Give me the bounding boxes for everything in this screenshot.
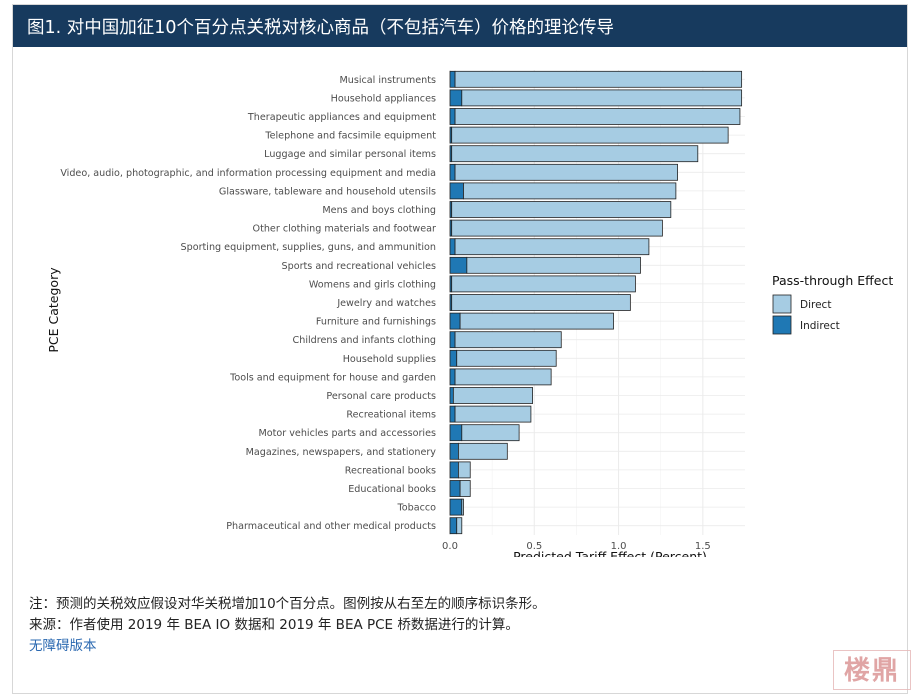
category-label: Recreational items	[346, 410, 436, 421]
bar-direct	[454, 238, 650, 256]
bar-indirect	[449, 331, 456, 349]
category-label: Other clothing materials and footwear	[253, 224, 437, 235]
bar-direct	[461, 424, 520, 442]
category-label: Personal care products	[326, 391, 436, 402]
bar-direct	[454, 108, 741, 125]
bar-indirect	[449, 387, 454, 404]
category-label: Educational books	[348, 484, 436, 495]
category-label: Therapeutic appliances and equipment	[247, 112, 436, 123]
bar-indirect	[449, 70, 456, 88]
x-tick-labels: 0.0 0.5 1.0 1.5	[442, 541, 711, 552]
category-label: Sports and recreational vehicles	[282, 261, 436, 272]
legend: Pass-through Effect Direct Indirect	[772, 273, 893, 335]
watermark-logo: 楼鼎	[833, 650, 911, 690]
category-label: Musical instruments	[339, 75, 436, 86]
legend-swatch-indirect	[772, 315, 792, 335]
bar-indirect	[449, 368, 456, 386]
bar-direct	[454, 70, 743, 88]
bar-direct	[463, 182, 677, 200]
legend-title: Pass-through Effect	[772, 273, 893, 288]
bar-indirect	[449, 256, 468, 274]
x-axis-title: Predicted Tariff Effect (Percent)	[513, 549, 707, 557]
bar-indirect	[449, 349, 458, 367]
bar-direct	[452, 387, 533, 404]
bar-indirect	[449, 461, 459, 479]
figure-notes: 注：预测的关税效应假设对华关税增加10个百分点。图例按从右至左的顺序标识条形。 …	[29, 594, 546, 657]
bar-direct	[454, 331, 562, 349]
legend-label-indirect: Indirect	[800, 320, 840, 332]
category-label: Tools and equipment for house and garden	[229, 372, 436, 383]
bar-direct	[454, 163, 678, 181]
bar-direct	[451, 145, 699, 163]
bar-direct	[451, 126, 729, 144]
x-tick-label: 1.5	[695, 541, 711, 552]
bar-indirect	[449, 89, 463, 107]
chart-svg: Musical instruments Household appliances T…	[46, 70, 893, 557]
category-label: Sporting equipment, supplies, guns, and …	[181, 242, 436, 253]
bar-indirect	[449, 312, 461, 330]
accessible-version-link[interactable]: 无障碍版本	[29, 638, 97, 654]
category-label: Luggage and similar personal items	[264, 149, 436, 160]
figure-title: 图1. 对中国加征10个百分点关税对核心商品（不包括汽车）价格的理论传导	[13, 5, 907, 47]
bar-direct	[456, 517, 463, 535]
bar-direct	[459, 312, 614, 330]
bar-indirect	[449, 442, 459, 460]
bar-direct	[451, 294, 631, 311]
bar-indirect	[449, 182, 464, 200]
x-tick-label: 1.0	[611, 541, 627, 552]
bar-indirect	[449, 405, 456, 423]
category-label: Household appliances	[331, 93, 436, 104]
bar-direct	[459, 480, 471, 497]
legend-swatch-direct	[772, 294, 792, 314]
y-axis-title: PCE Category	[46, 267, 61, 353]
bar-direct	[461, 89, 743, 107]
category-label: Magazines, newspapers, and stationery	[246, 447, 437, 458]
category-label: Recreational books	[345, 465, 436, 476]
note-text: 注：预测的关税效应假设对华关税增加10个百分点。图例按从右至左的顺序标识条形。	[29, 596, 546, 612]
bar-direct	[451, 201, 672, 218]
bar-direct	[466, 256, 641, 274]
bars	[449, 70, 743, 535]
bar-indirect	[449, 424, 463, 442]
x-tick-label: 0.5	[526, 541, 542, 552]
bar-indirect	[449, 480, 461, 497]
bar-indirect	[449, 163, 456, 181]
category-label: Glassware, tableware and household utens…	[219, 186, 436, 197]
bar-indirect	[449, 238, 456, 256]
category-label: Pharmaceutical and other medical product…	[226, 521, 436, 532]
category-labels: Musical instruments Household appliances T…	[60, 75, 436, 532]
category-label: Childrens and infants clothing	[293, 335, 436, 346]
legend-label-direct: Direct	[800, 299, 831, 311]
category-label: Motor vehicles parts and accessories	[258, 428, 436, 439]
bar-direct	[451, 219, 663, 237]
bar-direct	[454, 405, 532, 423]
category-label: Furniture and furnishings	[316, 317, 436, 328]
bar-direct	[456, 349, 557, 367]
category-label: Tobacco	[397, 503, 437, 514]
bar-indirect	[449, 517, 458, 535]
source-text: 来源：作者使用 2019 年 BEA IO 数据和 2019 年 BEA PCE…	[29, 617, 519, 633]
category-label: Household supplies	[343, 354, 436, 365]
bar-direct	[458, 461, 471, 479]
bar-direct	[451, 275, 636, 293]
category-label: Womens and girls clothing	[309, 279, 436, 290]
category-label: Telephone and facsimile equipment	[264, 131, 436, 142]
category-label: Mens and boys clothing	[322, 205, 436, 216]
bar-direct	[454, 368, 552, 386]
category-label: Video, audio, photographic, and informat…	[60, 168, 436, 179]
bar-direct	[461, 498, 464, 516]
category-label: Jewelry and watches	[336, 298, 436, 309]
bar-indirect	[449, 108, 456, 125]
bar-direct	[458, 442, 508, 460]
bar-indirect	[449, 498, 463, 516]
figure-frame: 图1. 对中国加征10个百分点关税对核心商品（不包括汽车）价格的理论传导 Mus…	[12, 4, 908, 694]
x-tick-label: 0.0	[442, 541, 458, 552]
